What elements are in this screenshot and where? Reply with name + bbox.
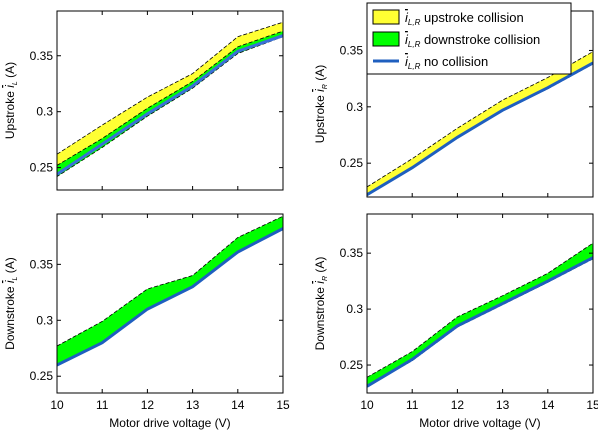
current-subscript: L,R (408, 40, 421, 49)
x-tick-label: 10 (360, 398, 374, 412)
current-symbol: i (405, 32, 409, 47)
label-rest: (A) (3, 257, 17, 276)
y-tick-label: 0.25 (340, 358, 364, 372)
x-tick-label: 13 (186, 398, 200, 412)
band-lower-edge-downstroke-collision (57, 36, 283, 177)
label-rest: downstroke collision (420, 32, 540, 47)
y-axis-label-prefix: Downstroke (313, 284, 327, 351)
x-tick-label: 14 (231, 398, 245, 412)
y-tick-label: 0.25 (30, 369, 54, 383)
legend-swatch (372, 9, 400, 25)
y-axis-label: Upstroke iL (A) (3, 62, 19, 139)
legend-entry-label: iL,R upstroke collision (405, 10, 524, 27)
current-subscript: L,R (408, 62, 421, 71)
axis-frame (366, 213, 594, 394)
current-symbol: i (405, 10, 409, 25)
band-upper-edge-downstroke-collision (57, 30, 283, 166)
label-rest: (A) (313, 65, 327, 84)
band-upper-edge-upstroke-collision (367, 51, 593, 188)
y-axis-label-prefix: Upstroke (313, 92, 327, 143)
y-tick-label: 0.35 (340, 246, 364, 260)
x-tick-label: 12 (141, 398, 155, 412)
current-subscript: L (12, 81, 19, 85)
y-tick-label: 0.35 (340, 43, 364, 57)
band-upper-edge-downstroke-collision (57, 215, 283, 347)
series-line-no-collision (367, 61, 593, 196)
band-upper-edge-upstroke-collision (57, 21, 283, 155)
plot-area (367, 51, 593, 196)
x-tick-label: 14 (541, 398, 555, 412)
y-tick-label: 0.35 (30, 257, 54, 271)
x-tick-label: 15 (276, 398, 290, 412)
label-rest: (A) (313, 257, 327, 276)
x-axis-label: Motor drive voltage (V) (109, 416, 230, 430)
label-rest: no collision (420, 54, 488, 69)
series-line-no-collision (57, 34, 283, 176)
current-symbol: i (405, 54, 409, 69)
axis-frame (56, 10, 284, 191)
plot-area (367, 242, 593, 388)
x-tick-label: 12 (451, 398, 465, 412)
current-symbol: i (3, 280, 17, 283)
legend-entry-label: iL,R no collision (405, 54, 488, 71)
chart-panel-bottom-right: 0.25 0.3 0.35 10 11 12 13 14 15 Motor drive volta… (313, 213, 598, 430)
x-axis-label: Motor drive voltage (V) (419, 416, 540, 430)
legend-swatch (372, 31, 400, 47)
x-tick-label: 10 (50, 398, 64, 412)
y-tick-label: 0.25 (30, 161, 54, 175)
y-axis-label-prefix: Upstroke (3, 88, 17, 139)
band-downstroke-collision (57, 216, 283, 365)
legend-entry-label: iL,R downstroke collision (405, 32, 540, 49)
current-subscript: L,R (408, 18, 421, 27)
axis-frame (56, 213, 284, 394)
y-tick-label: 0.3 (346, 100, 363, 114)
y-tick-label: 0.25 (340, 156, 364, 170)
chart-panel-bottom-left: 0.25 0.3 0.35 10 11 12 13 14 15 Motor drive volta… (3, 213, 290, 430)
plot-area (57, 215, 283, 367)
current-symbol: i (313, 89, 327, 92)
current-symbol: i (3, 85, 17, 88)
y-tick-label: 0.3 (346, 302, 363, 316)
x-tick-label: 13 (496, 398, 510, 412)
y-axis-label: Downstroke iL (A) (3, 257, 19, 350)
plot-area (57, 21, 283, 177)
series-line-no-collision (367, 256, 593, 388)
x-tick-label: 11 (96, 398, 109, 412)
y-axis-label: Downstroke iR (A) (313, 257, 329, 351)
current-subscript: R (322, 276, 329, 281)
label-rest: upstroke collision (420, 10, 523, 25)
band-upper-edge-downstroke-collision (367, 242, 593, 378)
y-tick-label: 0.35 (30, 49, 54, 63)
current-subscript: R (322, 84, 329, 89)
chart-panel-top-left: 0.25 0.3 0.35 Upstroke iL (A) (3, 10, 284, 191)
legend-box (366, 2, 572, 75)
x-tick-label: 15 (586, 398, 598, 412)
band-downstroke-collision (57, 31, 283, 177)
y-axis-label: Upstroke iR (A) (313, 65, 329, 143)
current-subscript: L (12, 276, 19, 280)
x-tick-label: 11 (406, 398, 419, 412)
series-line-no-collision (57, 227, 283, 367)
y-tick-label: 0.3 (36, 313, 53, 327)
current-symbol: i (313, 281, 327, 284)
y-axis-label-prefix: Downstroke (3, 283, 17, 350)
y-tick-label: 0.3 (36, 105, 53, 119)
label-rest: (A) (3, 62, 17, 81)
